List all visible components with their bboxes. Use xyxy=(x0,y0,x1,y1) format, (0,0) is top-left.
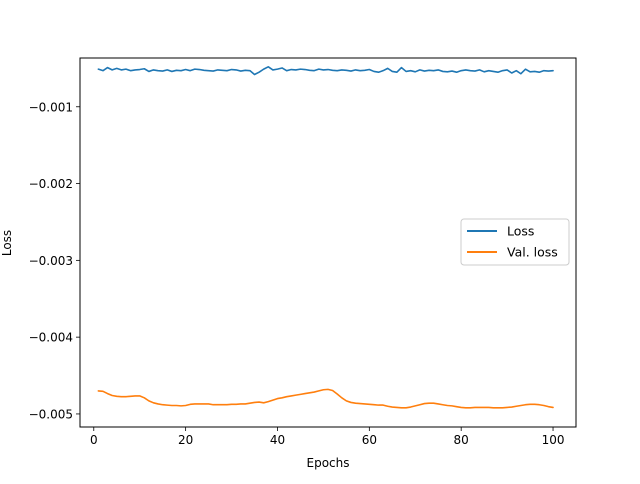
y-tick-label: −0.004 xyxy=(29,331,73,345)
y-axis-label: Loss xyxy=(0,230,14,256)
x-tick-label: 60 xyxy=(362,433,377,447)
legend-label-loss: Loss xyxy=(507,224,534,239)
y-axis-ticks: −0.001 −0.002 −0.003 −0.004 −0.005 xyxy=(29,100,80,421)
x-tick-label: 40 xyxy=(270,433,285,447)
axes-frame xyxy=(79,57,577,428)
x-axis-label: Epochs xyxy=(307,456,350,470)
series-line-loss xyxy=(97,66,554,76)
x-tick-label: 20 xyxy=(178,433,193,447)
plot-area xyxy=(97,66,554,409)
x-tick-label: 100 xyxy=(542,433,565,447)
x-axis-ticks: 0 20 40 60 80 100 xyxy=(90,427,565,447)
series-line-val-loss xyxy=(97,388,554,409)
x-tick-label: 0 xyxy=(90,433,98,447)
legend: Loss Val. loss xyxy=(460,218,570,266)
x-tick-label: 80 xyxy=(454,433,469,447)
y-tick-label: −0.005 xyxy=(29,407,73,421)
y-tick-label: −0.001 xyxy=(29,100,73,114)
y-tick-label: −0.002 xyxy=(29,177,73,191)
legend-label-val-loss: Val. loss xyxy=(507,245,558,260)
y-tick-label: −0.003 xyxy=(29,254,73,268)
